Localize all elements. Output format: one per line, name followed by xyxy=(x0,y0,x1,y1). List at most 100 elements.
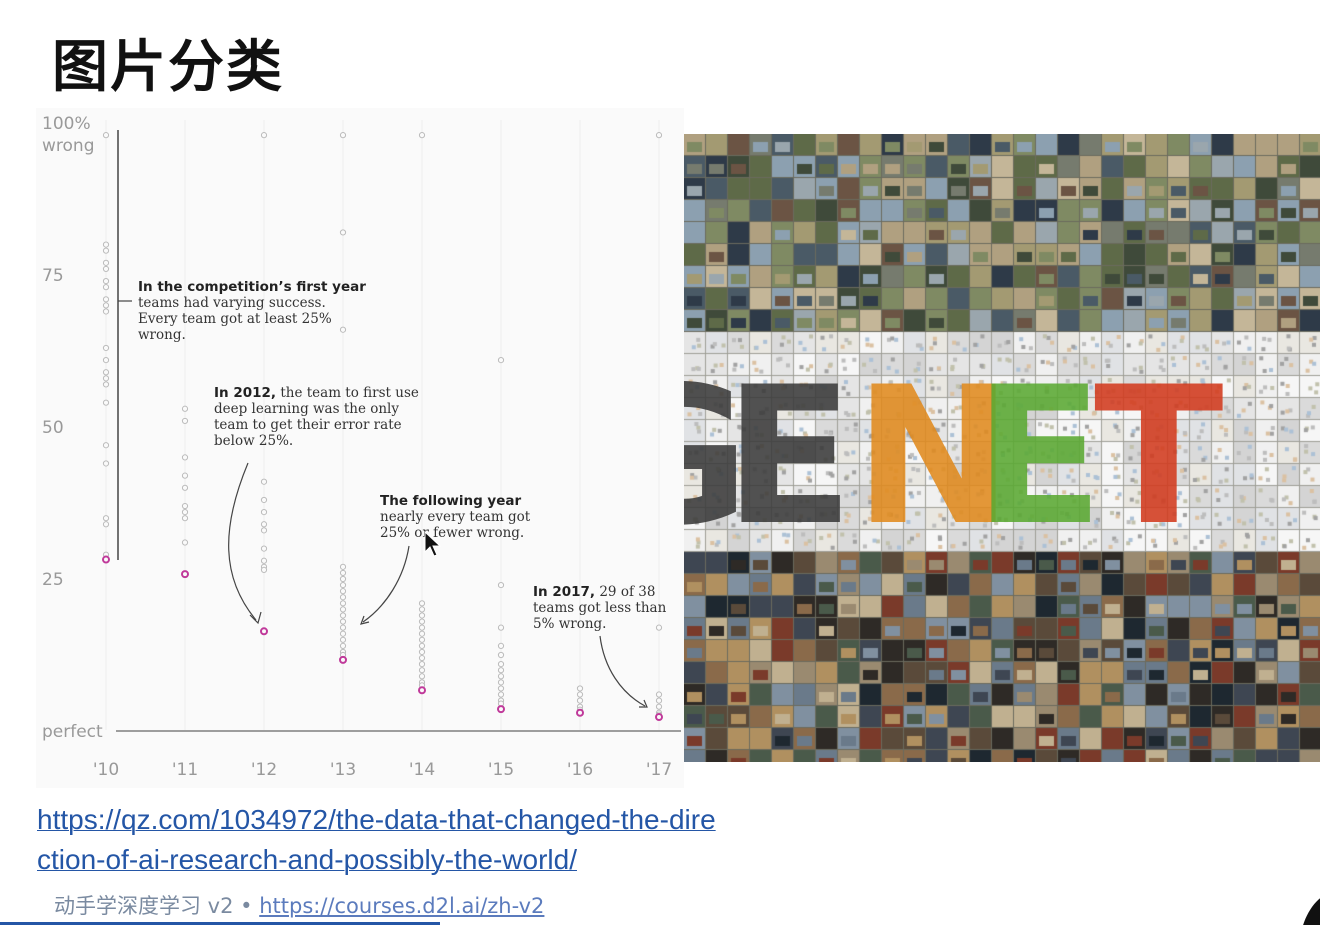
team-point-10-3 xyxy=(102,259,110,266)
team-point-16-1 xyxy=(576,691,584,698)
team-point-14-13 xyxy=(418,673,426,680)
team-point-13-13 xyxy=(339,624,347,631)
y-tick-100: 100% xyxy=(42,114,91,134)
team-point-10-19 xyxy=(102,521,110,528)
arrow-2012-head xyxy=(249,611,262,625)
chart-grid xyxy=(105,120,681,732)
team-point-10-13 xyxy=(102,375,110,382)
team-point-10-1 xyxy=(102,241,110,248)
team-point-14-11 xyxy=(418,661,426,668)
y-tick-50: 50 xyxy=(42,418,64,438)
y-tick-25: 25 xyxy=(42,570,64,590)
team-point-15-5 xyxy=(497,661,505,668)
course-name: 动手学深度学习 v2 xyxy=(54,894,234,918)
footer: 动手学深度学习 v2 • https://courses.d2l.ai/zh-v… xyxy=(54,890,544,920)
team-point-10-4 xyxy=(102,265,110,273)
team-point-15-3 xyxy=(497,642,505,649)
team-point-13-2 xyxy=(339,326,347,333)
slide-title: 图片分类 xyxy=(52,35,284,100)
team-point-17-4 xyxy=(655,703,663,710)
arrow-2017 xyxy=(599,635,646,707)
team-point-10-18 xyxy=(102,515,110,522)
team-point-16-0 xyxy=(576,685,584,692)
y-tick-perfect: perfect xyxy=(42,722,103,742)
team-point-14-10 xyxy=(418,654,426,662)
x-tick-label-1: '11 xyxy=(172,760,198,780)
x-tick-label-3: '13 xyxy=(330,760,356,780)
best-team-point-4 xyxy=(418,686,426,695)
imagenet-logo: IMAGENET xyxy=(684,346,1224,567)
team-point-13-8 xyxy=(339,594,347,601)
team-point-10-8 xyxy=(102,302,110,309)
logo-letter-3: G xyxy=(684,346,750,567)
team-point-12-9 xyxy=(260,566,268,573)
arrow-2012 xyxy=(228,462,257,621)
team-point-13-6 xyxy=(339,581,347,589)
imagenet-mosaic-image: IMAGENET xyxy=(684,134,1320,762)
source-article-link[interactable]: https://qz.com/1034972/the-data-that-cha… xyxy=(37,804,716,875)
team-point-17-1 xyxy=(655,624,663,631)
footer-underline-bar xyxy=(0,922,440,925)
team-point-12-5 xyxy=(260,527,268,534)
annotation-2012: In 2012, the team to first use deep lear… xyxy=(214,385,429,449)
logo-letter-4: E xyxy=(724,346,854,567)
x-tick-label-5: '15 xyxy=(488,760,514,780)
team-point-13-0 xyxy=(339,132,347,139)
best-team-point-6 xyxy=(576,708,584,717)
team-point-13-14 xyxy=(339,630,347,637)
annotation-first-year-bold: In the competition’s first year xyxy=(138,279,366,295)
team-point-13-12 xyxy=(339,618,347,625)
team-point-11-5 xyxy=(181,502,189,510)
team-point-10-10 xyxy=(102,344,110,352)
team-point-12-2 xyxy=(260,496,268,504)
annotation-first-year: In the competition’s first year teams ha… xyxy=(138,279,368,343)
logo-letter-7: T xyxy=(1094,346,1224,567)
team-point-11-8 xyxy=(181,539,189,546)
team-point-14-12 xyxy=(418,667,426,674)
annotation-first-year-text: teams had varying success. Every team go… xyxy=(138,295,332,343)
arrow-2013-head xyxy=(360,615,370,625)
mouse-cursor-icon xyxy=(424,530,442,557)
team-point-10-14 xyxy=(102,381,110,388)
best-team-point-2 xyxy=(260,627,268,636)
annotation-2017-bold: In 2017, xyxy=(533,584,596,600)
team-point-15-7 xyxy=(497,673,505,680)
team-point-15-0 xyxy=(497,357,505,364)
team-point-14-5 xyxy=(418,624,426,631)
logo-letters: IMAGENET xyxy=(684,346,1224,567)
team-point-14-4 xyxy=(418,618,426,625)
team-point-13-1 xyxy=(339,229,347,236)
annotation-2012-text: the team to first use deep learning was … xyxy=(214,385,419,449)
team-point-14-0 xyxy=(418,132,426,139)
y-tick-75: 75 xyxy=(42,266,64,286)
team-point-14-2 xyxy=(418,606,426,613)
team-point-12-4 xyxy=(260,521,268,528)
team-point-10-6 xyxy=(102,284,110,291)
annotation-2017-text: 29 of 38 teams got less than 5% wrong. xyxy=(533,584,667,632)
team-point-12-6 xyxy=(260,545,268,552)
team-point-11-4 xyxy=(181,484,189,491)
team-point-15-10 xyxy=(497,691,505,698)
x-tick-label-4: '14 xyxy=(409,760,435,780)
best-team-point-3 xyxy=(339,655,347,664)
x-tick-label-2: '12 xyxy=(251,760,277,780)
course-link[interactable]: https://courses.d2l.ai/zh-v2 xyxy=(259,894,545,918)
arrow-2013 xyxy=(362,545,410,623)
data-points xyxy=(102,132,663,722)
team-point-11-1 xyxy=(181,417,189,425)
team-point-13-11 xyxy=(339,612,347,619)
team-point-14-7 xyxy=(418,636,426,643)
annotation-2013-bold: The following year xyxy=(380,493,522,509)
team-point-10-12 xyxy=(102,369,110,376)
x-tick-label-0: '10 xyxy=(93,760,119,780)
team-point-15-8 xyxy=(497,679,505,686)
team-point-14-9 xyxy=(418,648,426,656)
team-point-12-3 xyxy=(260,509,268,516)
team-point-10-0 xyxy=(102,132,110,139)
team-point-11-0 xyxy=(181,405,189,412)
team-point-13-5 xyxy=(339,575,347,583)
team-point-14-6 xyxy=(418,630,426,637)
team-point-13-16 xyxy=(339,642,347,649)
team-point-15-6 xyxy=(497,667,505,674)
team-point-13-7 xyxy=(339,588,347,595)
